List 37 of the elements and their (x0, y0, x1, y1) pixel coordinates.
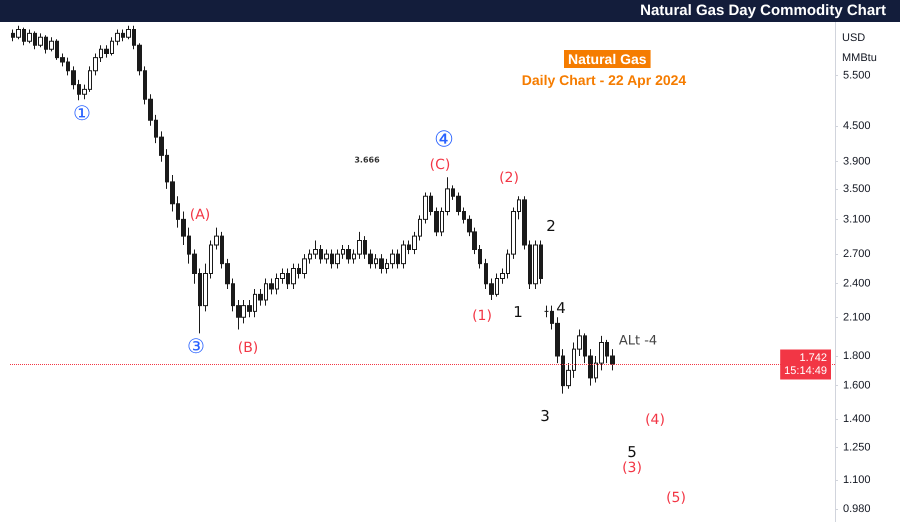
text: Daily Chart - 22 Apr 2024 (522, 72, 686, 88)
y-tick-label: 1.800 (843, 350, 871, 362)
annotation: ④ (434, 128, 454, 152)
chart-title: Natural Gas Day Commodity Chart (640, 2, 886, 19)
y-tick-label: 4.500 (843, 120, 871, 132)
annotation: 5 (627, 443, 637, 461)
ref-line-label: 1.742 15:14:49 (784, 352, 827, 378)
y-tick-label: 2.100 (843, 311, 871, 324)
y-tick-label: 5.500 (843, 69, 871, 82)
y-tick-label: 1.600 (843, 380, 871, 392)
annotation: ALt -4 (618, 334, 658, 348)
y-tick-label: 3.900 (843, 156, 871, 168)
y-tick-label: 1.100 (843, 474, 871, 486)
annotation: ① (73, 101, 91, 125)
y-tick-label: 2.700 (843, 248, 871, 260)
annotation: 3.666 (354, 156, 380, 164)
annotation: (3) (622, 460, 642, 476)
y-tick-label: 0.980 (843, 502, 871, 515)
annotation: (A) (190, 207, 210, 223)
annotation: Natural Gas (568, 51, 647, 67)
annotation: 2 (546, 217, 556, 235)
y-tick-label: 3.500 (843, 182, 871, 195)
y-tick-label: 2.400 (843, 278, 871, 290)
annotation: (C) (430, 157, 450, 173)
annotation: 1 (513, 303, 523, 321)
annotation: (1) (472, 308, 492, 324)
y-tick-label: 3.100 (843, 213, 871, 226)
y-tick-label: 1.250 (843, 442, 871, 454)
y-axis-title: USD MMBtu (842, 32, 877, 64)
annotation: (B) (238, 340, 258, 356)
annotation: (2) (499, 170, 519, 186)
annotation: (5) (666, 490, 686, 506)
annotation: (4) (645, 412, 665, 428)
annotation: 3 (540, 407, 550, 425)
annotation: ③ (187, 334, 205, 358)
y-tick-label: 1.400 (843, 413, 871, 426)
annotation: 4 (556, 299, 566, 317)
